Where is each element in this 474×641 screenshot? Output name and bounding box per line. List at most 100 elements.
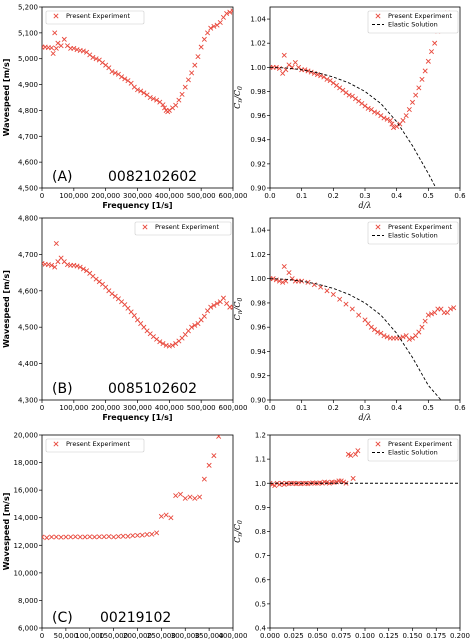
plot-frame	[41, 6, 234, 189]
x-tick-label: 0.000	[260, 632, 280, 640]
data-point-marker	[205, 30, 211, 36]
y-tick-label: 4,800	[18, 107, 38, 115]
data-point-marker	[333, 82, 340, 88]
data-point-marker	[189, 70, 195, 76]
data-point-marker	[169, 342, 176, 348]
x-tick-label: 0.025	[284, 632, 304, 640]
x-tick-label: 100,000	[75, 632, 104, 640]
data-point-marker	[217, 19, 223, 26]
data-point-marker	[311, 282, 317, 288]
data-point-marker	[131, 313, 137, 319]
y-tick-label: 1.0	[255, 480, 266, 488]
x-axis-label: d/λ	[359, 201, 372, 210]
x-tick-label: 200,000	[91, 192, 120, 200]
plot-area	[42, 435, 222, 541]
data-point-marker	[394, 123, 400, 129]
plot-frame	[41, 217, 234, 401]
data-point-marker	[349, 306, 355, 312]
legend-box	[367, 10, 459, 34]
data-point-marker	[74, 263, 80, 269]
data-point-marker	[198, 44, 204, 50]
data-point-marker	[141, 90, 147, 96]
data-point-marker	[280, 279, 286, 285]
data-point-marker	[270, 276, 276, 282]
y-tick-label: 5,100	[18, 29, 38, 37]
data-point-marker	[324, 288, 330, 294]
data-point-marker	[350, 475, 356, 481]
y-tick-label: 0.9	[255, 504, 266, 512]
legend-marker-swatch	[53, 13, 59, 19]
panel-C-right: 0.000 0.025 0.050 0.075 0.100 0.125 0.150 0.175…	[233, 432, 470, 641]
data-point-marker	[185, 77, 191, 83]
data-point-marker	[211, 23, 217, 29]
data-point-marker	[115, 533, 121, 539]
data-point-marker	[308, 69, 314, 75]
data-point-marker	[42, 534, 45, 540]
data-point-marker	[53, 45, 59, 51]
data-point-marker	[112, 70, 118, 76]
legend-marker-swatch	[375, 13, 381, 19]
data-point-marker	[451, 305, 457, 311]
legend: Present Experiment	[45, 438, 145, 453]
data-point-marker	[406, 107, 412, 113]
y-tick-label: 12,000	[14, 542, 39, 550]
data-point-marker	[80, 48, 86, 54]
data-point-marker	[106, 533, 112, 539]
data-point-marker	[227, 9, 233, 15]
data-point-marker	[330, 80, 336, 86]
x-tick-label: 50,000	[54, 632, 79, 640]
y-axis-label: Wavespeed [m/s]	[2, 270, 11, 348]
data-point-marker	[158, 513, 164, 519]
plot-frame	[269, 434, 461, 629]
data-point-marker	[356, 98, 362, 104]
x-tick-label: 100,000	[59, 404, 88, 412]
panel-A-left: 0 100,000 200,000 300,000 400,000 500,000 600,…	[2, 4, 247, 211]
data-point-marker	[163, 512, 169, 518]
data-point-marker	[187, 494, 193, 500]
data-point-marker	[68, 534, 74, 540]
panel-B-left: 0 100,000 200,000 300,000 400,000 500,000 600,…	[2, 215, 247, 423]
x-tick-label: 0.100	[355, 632, 375, 640]
legend-marker-swatch	[142, 224, 148, 230]
panel-label: (B)	[52, 381, 73, 397]
data-point-marker	[224, 10, 230, 16]
data-point-marker	[53, 240, 59, 246]
y-tick-label: 4,300	[18, 397, 38, 405]
y-tick-label: 4,600	[18, 287, 38, 295]
y-tick-label: 0.5	[255, 600, 266, 608]
y-tick-label: 0.92	[250, 160, 266, 168]
y-tick-label: 6,000	[18, 625, 38, 633]
x-axis-label: Frequency [1/s]	[102, 413, 172, 422]
data-point-marker	[182, 84, 188, 90]
legend-entry: Elastic Solution	[388, 232, 438, 240]
data-point-marker	[381, 333, 387, 339]
y-tick-label: 1.2	[255, 432, 266, 440]
plot-area	[42, 240, 233, 349]
legend-entry: Present Experiment	[155, 223, 219, 231]
y-axis-label: Cn/C0	[233, 520, 244, 543]
data-point-marker	[419, 324, 425, 330]
data-point-marker	[208, 304, 214, 310]
data-point-marker	[71, 45, 77, 51]
data-point-marker	[96, 534, 102, 540]
panel-A-right: 0.0 0.1 0.2 0.3 0.4 0.5 0.6 0.90 0.92 0.94 0.96 0.9…	[233, 6, 466, 210]
x-tick-label: 250,000	[147, 632, 176, 640]
y-tick-label: 20,000	[14, 432, 39, 440]
plot-frame	[269, 217, 461, 401]
data-point-marker	[365, 105, 371, 111]
x-tick-label: 0.4	[391, 404, 403, 412]
data-point-marker	[428, 49, 435, 55]
x-tick-label: 600,000	[219, 404, 248, 412]
data-point-marker	[230, 304, 233, 310]
data-point-marker	[192, 62, 198, 68]
data-point-marker	[128, 80, 134, 86]
data-point-marker	[384, 334, 390, 340]
data-point-marker	[179, 91, 185, 97]
x-tick-label: 0.2	[328, 404, 339, 412]
legend-entry: Elastic Solution	[388, 21, 438, 29]
plot-area	[270, 264, 457, 400]
x-tick-label: 0	[40, 632, 44, 640]
